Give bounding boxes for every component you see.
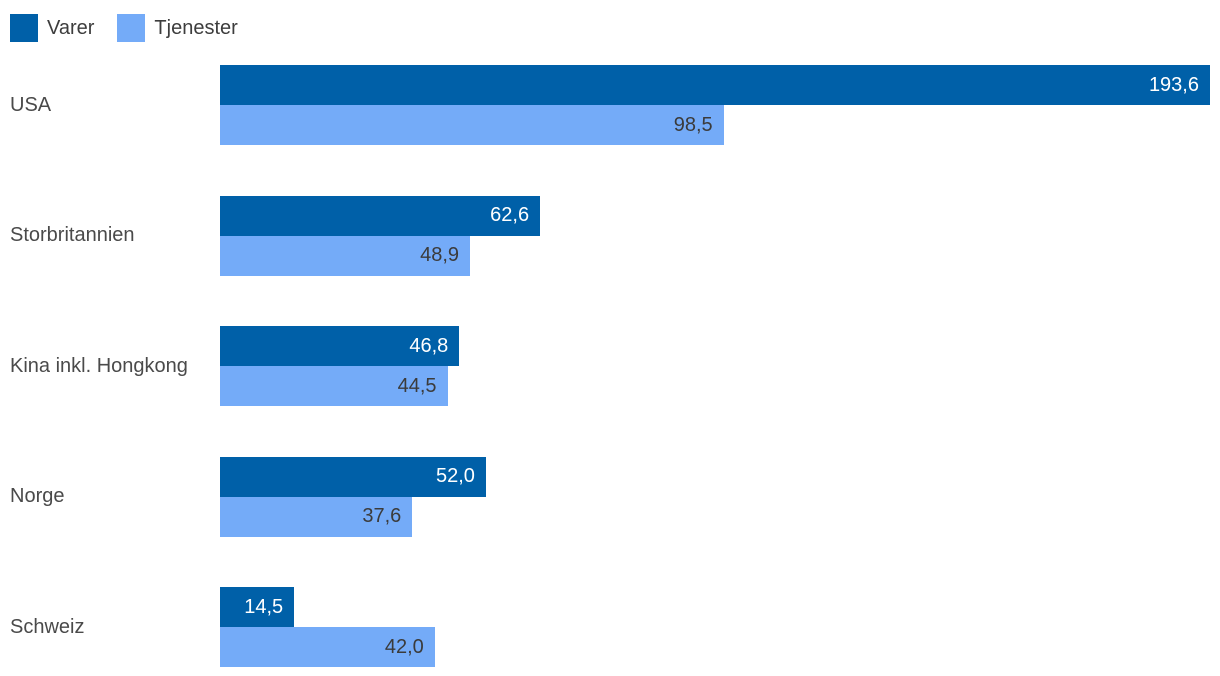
chart-row: Schweiz 14,5 42,0	[0, 587, 1220, 667]
value-label: 62,6	[490, 204, 530, 226]
value-label: 37,6	[362, 505, 402, 527]
category-label: Kina inkl. Hongkong	[10, 354, 188, 377]
value-label: 44,5	[397, 374, 437, 397]
value-label: 193,6	[1148, 73, 1199, 96]
bar-tjenester[interactable]: 42,0	[220, 627, 435, 667]
chart-row: USA 193,6 98,5	[0, 65, 1220, 145]
chart-row: Storbritannien 62,6 48,9	[0, 195, 1220, 276]
chart-legend: Varer Tjenester	[10, 14, 261, 42]
bar-varer[interactable]: 14,5	[220, 587, 295, 627]
legend-label-tjenester: Tjenester	[154, 16, 238, 39]
chart-row: Norge 52,0 37,6	[0, 456, 1220, 537]
legend-label-varer: Varer	[47, 16, 95, 39]
bar-varer[interactable]: 62,6	[220, 195, 541, 236]
value-label: 52,0	[435, 465, 475, 487]
bar-tjenester[interactable]: 37,6	[220, 496, 413, 537]
value-label: 46,8	[409, 334, 449, 357]
legend-item-tjenester[interactable]: Tjenester	[117, 14, 238, 42]
category-label: Norge	[10, 485, 65, 507]
value-label: 14,5	[244, 595, 284, 618]
value-label: 98,5	[673, 113, 713, 136]
legend-item-varer[interactable]: Varer	[10, 14, 94, 42]
chart-row: Kina inkl. Hongkong 46,8 44,5	[0, 326, 1220, 406]
category-label: USA	[10, 93, 52, 116]
bar-varer[interactable]: 193,6	[220, 65, 1210, 105]
bar-varer[interactable]: 52,0	[220, 456, 486, 497]
category-label: Storbritannien	[10, 224, 135, 246]
bar-varer[interactable]: 46,8	[220, 326, 460, 366]
category-label: Schweiz	[10, 615, 85, 638]
bar-tjenester[interactable]: 98,5	[220, 105, 724, 145]
value-label: 48,9	[420, 244, 460, 266]
legend-swatch-varer-icon	[10, 14, 38, 42]
legend-swatch-tjenester-icon	[117, 14, 146, 42]
bar-tjenester[interactable]: 48,9	[220, 235, 471, 276]
bar-tjenester[interactable]: 44,5	[220, 366, 448, 406]
value-label: 42,0	[384, 635, 424, 658]
